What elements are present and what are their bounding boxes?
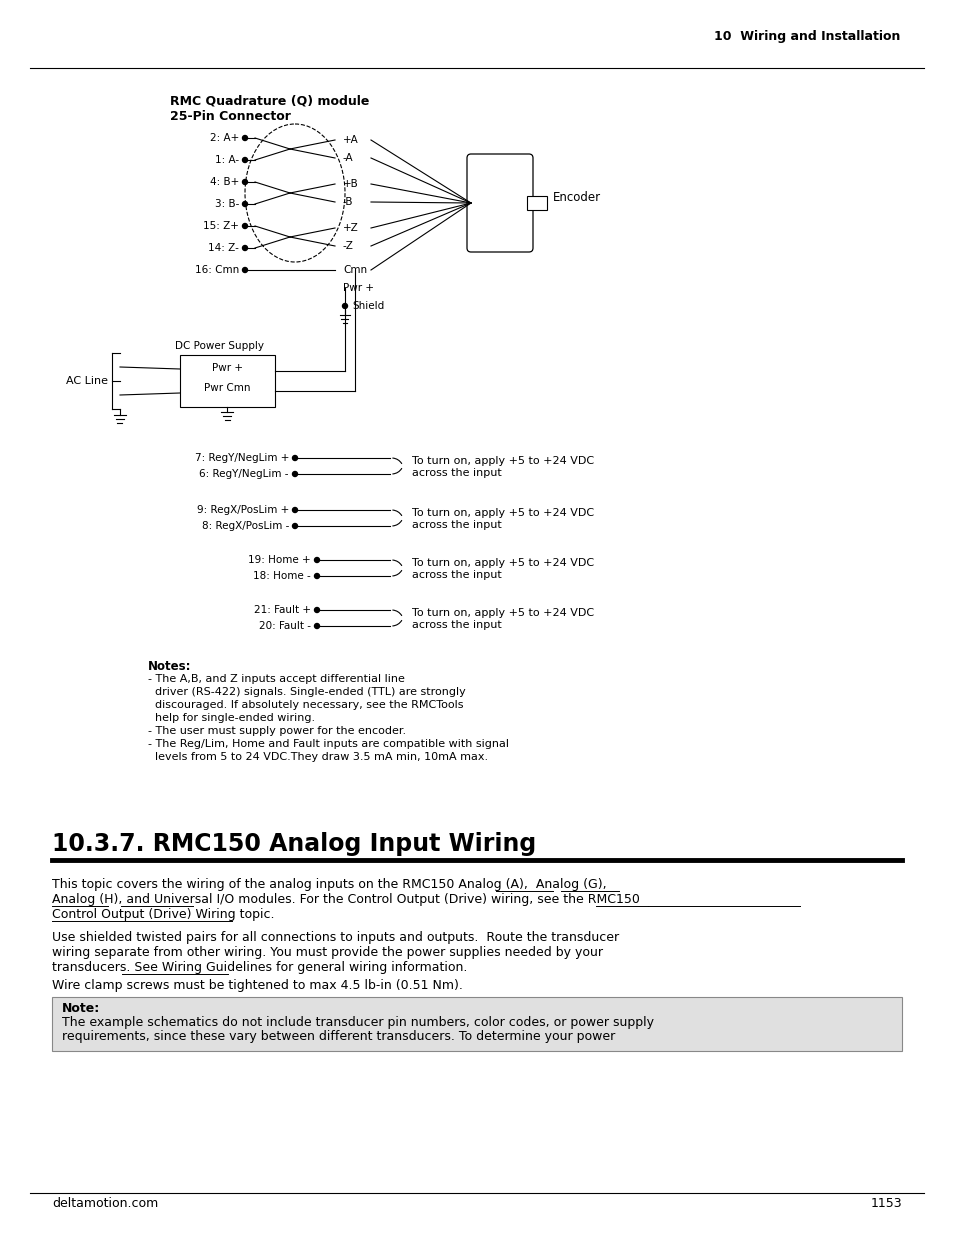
Text: Control Output (Drive) Wiring topic.: Control Output (Drive) Wiring topic. <box>52 908 274 921</box>
Text: 21: Fault +: 21: Fault + <box>253 605 311 615</box>
Text: transducers. See Wiring Guidelines for general wiring information.: transducers. See Wiring Guidelines for g… <box>52 961 467 974</box>
Circle shape <box>314 624 319 629</box>
Text: +Z: +Z <box>343 224 358 233</box>
Text: Shield: Shield <box>352 301 384 311</box>
Text: 18: Home -: 18: Home - <box>253 571 311 580</box>
Text: Wire clamp screws must be tightened to max 4.5 lb-in (0.51 Nm).: Wire clamp screws must be tightened to m… <box>52 979 462 992</box>
Text: +A: +A <box>343 135 358 144</box>
Bar <box>180 354 274 408</box>
Text: Use shielded twisted pairs for all connections to inputs and outputs.  Route the: Use shielded twisted pairs for all conne… <box>52 931 618 944</box>
Text: 14: Z-: 14: Z- <box>208 243 239 253</box>
Bar <box>526 196 546 210</box>
Circle shape <box>293 524 297 529</box>
Text: - The Reg/Lim, Home and Fault inputs are compatible with signal: - The Reg/Lim, Home and Fault inputs are… <box>148 739 509 748</box>
Circle shape <box>293 472 297 477</box>
Text: -Z: -Z <box>343 241 354 251</box>
Circle shape <box>242 158 247 163</box>
Text: 1: A-: 1: A- <box>214 156 239 165</box>
Text: help for single-ended wiring.: help for single-ended wiring. <box>148 713 314 722</box>
Text: This topic covers the wiring of the analog inputs on the RMC150 Analog (A),  Ana: This topic covers the wiring of the anal… <box>52 878 606 890</box>
Circle shape <box>314 608 319 613</box>
Text: Pwr +: Pwr + <box>343 283 374 293</box>
Text: Note:: Note: <box>62 1002 100 1015</box>
Text: levels from 5 to 24 VDC.They draw 3.5 mA min, 10mA max.: levels from 5 to 24 VDC.They draw 3.5 mA… <box>148 752 488 762</box>
Text: To turn on, apply +5 to +24 VDC: To turn on, apply +5 to +24 VDC <box>412 456 594 466</box>
Text: Pwr +: Pwr + <box>212 363 243 373</box>
Text: 16: Cmn: 16: Cmn <box>194 266 239 275</box>
Text: 4: B+: 4: B+ <box>210 177 239 186</box>
Text: 15: Z+: 15: Z+ <box>203 221 239 231</box>
Text: across the input: across the input <box>412 571 501 580</box>
Text: driver (RS-422) signals. Single-ended (TTL) are strongly: driver (RS-422) signals. Single-ended (T… <box>148 687 465 697</box>
Circle shape <box>314 557 319 562</box>
Text: Encoder: Encoder <box>553 191 600 204</box>
Circle shape <box>242 224 247 228</box>
Text: Analog (H), and Universal I/O modules. For the Control Output (Drive) wiring, se: Analog (H), and Universal I/O modules. F… <box>52 893 639 906</box>
Text: 2: A+: 2: A+ <box>210 133 239 143</box>
Text: 19: Home +: 19: Home + <box>248 555 311 564</box>
Circle shape <box>342 304 347 309</box>
Text: across the input: across the input <box>412 620 501 630</box>
Text: -B: -B <box>343 198 354 207</box>
Bar <box>52 997 901 1051</box>
Circle shape <box>293 508 297 513</box>
Text: 3: B-: 3: B- <box>214 199 239 209</box>
Text: +B: +B <box>343 179 358 189</box>
Text: 9: RegX/PosLim +: 9: RegX/PosLim + <box>196 505 289 515</box>
Text: DC Power Supply: DC Power Supply <box>174 341 264 351</box>
Text: To turn on, apply +5 to +24 VDC: To turn on, apply +5 to +24 VDC <box>412 608 594 618</box>
Circle shape <box>242 268 247 273</box>
Text: To turn on, apply +5 to +24 VDC: To turn on, apply +5 to +24 VDC <box>412 558 594 568</box>
Text: 25-Pin Connector: 25-Pin Connector <box>170 110 291 124</box>
Circle shape <box>242 201 247 206</box>
Text: - The user must supply power for the encoder.: - The user must supply power for the enc… <box>148 726 406 736</box>
Text: Notes:: Notes: <box>148 659 192 673</box>
Text: across the input: across the input <box>412 520 501 530</box>
Text: 6: RegY/NegLim -: 6: RegY/NegLim - <box>199 469 289 479</box>
Text: RMC Quadrature (Q) module: RMC Quadrature (Q) module <box>170 95 369 107</box>
Text: - The A,B, and Z inputs accept differential line: - The A,B, and Z inputs accept different… <box>148 674 404 684</box>
Text: 1153: 1153 <box>869 1197 901 1210</box>
Text: across the input: across the input <box>412 468 501 478</box>
Circle shape <box>314 573 319 578</box>
Text: 20: Fault -: 20: Fault - <box>258 621 311 631</box>
Text: deltamotion.com: deltamotion.com <box>52 1197 158 1210</box>
Text: 10  Wiring and Installation: 10 Wiring and Installation <box>713 30 899 43</box>
Circle shape <box>242 246 247 251</box>
Text: requirements, since these vary between different transducers. To determine your : requirements, since these vary between d… <box>62 1030 615 1044</box>
Text: -A: -A <box>343 153 354 163</box>
Text: 8: RegX/PosLim -: 8: RegX/PosLim - <box>201 521 289 531</box>
Text: wiring separate from other wiring. You must provide the power supplies needed by: wiring separate from other wiring. You m… <box>52 946 602 960</box>
Text: To turn on, apply +5 to +24 VDC: To turn on, apply +5 to +24 VDC <box>412 508 594 517</box>
Text: discouraged. If absolutely necessary, see the RMCTools: discouraged. If absolutely necessary, se… <box>148 700 463 710</box>
Circle shape <box>242 179 247 184</box>
Circle shape <box>293 456 297 461</box>
Text: 10.3.7. RMC150 Analog Input Wiring: 10.3.7. RMC150 Analog Input Wiring <box>52 832 536 856</box>
Circle shape <box>242 136 247 141</box>
Text: The example schematics do not include transducer pin numbers, color codes, or po: The example schematics do not include tr… <box>62 1016 654 1029</box>
Text: Cmn: Cmn <box>343 266 367 275</box>
Text: 7: RegY/NegLim +: 7: RegY/NegLim + <box>194 453 289 463</box>
Text: AC Line: AC Line <box>66 375 108 387</box>
Text: Pwr Cmn: Pwr Cmn <box>204 383 251 393</box>
FancyBboxPatch shape <box>467 154 533 252</box>
